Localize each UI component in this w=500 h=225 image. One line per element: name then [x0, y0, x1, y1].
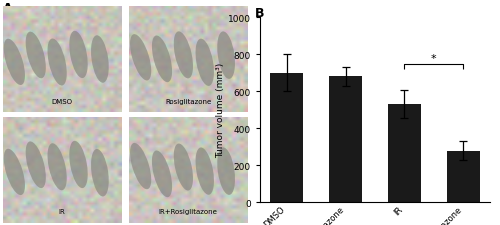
Bar — [447, 151, 480, 202]
Bar — [330, 77, 362, 202]
Ellipse shape — [4, 149, 25, 195]
Ellipse shape — [196, 39, 214, 87]
Ellipse shape — [26, 32, 46, 79]
Text: DMSO: DMSO — [52, 98, 72, 104]
Ellipse shape — [26, 142, 46, 188]
Ellipse shape — [70, 32, 87, 79]
Ellipse shape — [174, 144, 193, 191]
Text: A: A — [2, 2, 12, 15]
Ellipse shape — [48, 39, 66, 86]
Text: IR+Rosiglitazone: IR+Rosiglitazone — [158, 208, 218, 214]
Ellipse shape — [48, 144, 66, 190]
Text: *: * — [431, 54, 436, 64]
Bar — [270, 73, 303, 202]
Text: B: B — [255, 7, 264, 20]
Text: Rosiglitazone: Rosiglitazone — [165, 98, 211, 104]
Ellipse shape — [91, 36, 108, 83]
Ellipse shape — [4, 40, 25, 86]
Ellipse shape — [218, 32, 235, 79]
Ellipse shape — [152, 151, 172, 197]
Text: IR: IR — [58, 208, 65, 214]
Bar — [388, 105, 420, 202]
Ellipse shape — [91, 149, 108, 197]
Ellipse shape — [196, 148, 214, 195]
Ellipse shape — [152, 36, 172, 83]
Ellipse shape — [218, 148, 235, 195]
Ellipse shape — [174, 32, 193, 79]
Ellipse shape — [130, 143, 151, 189]
Ellipse shape — [70, 141, 87, 188]
Y-axis label: Tumor volume (mm³): Tumor volume (mm³) — [216, 63, 225, 158]
Ellipse shape — [130, 35, 151, 81]
